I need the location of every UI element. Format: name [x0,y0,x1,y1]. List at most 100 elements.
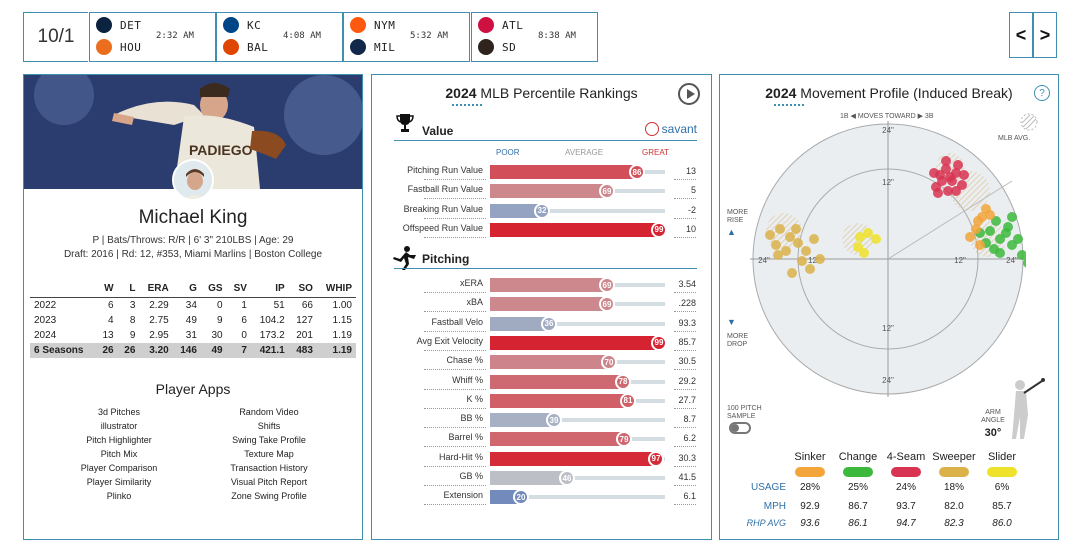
game-time: 5:32 AM [410,31,448,41]
pitch-type-legend[interactable]: Change [834,451,882,477]
arm-angle-figure-icon [1006,375,1046,446]
next-button[interactable]: > [1033,12,1057,58]
percentile-row[interactable]: xBA 69 .228 [372,296,711,313]
ring-label: 24" [882,126,894,135]
percentile-row[interactable]: Pitching Run Value 86 13 [372,164,711,180]
percentile-row[interactable]: xERA 69 3.54 [372,277,711,293]
metric-label: Pitching Run Value [407,165,483,175]
metric-label: Fastball Run Value [407,184,483,195]
game-card[interactable]: KC BAL 4:08 AM [216,12,343,62]
movement-title-underline [774,104,804,106]
percentile-row[interactable]: Breaking Run Value 32 -2 [372,202,711,219]
sample-toggle[interactable] [729,422,751,434]
play-icon[interactable] [678,83,700,105]
percentile-badge: 32 [534,202,550,219]
app-link[interactable]: Zone Swing Profile [231,491,307,501]
percentile-row[interactable]: Extension 20 6.1 [372,489,711,506]
metric-label: BB % [460,413,483,424]
percentile-row[interactable]: Offspeed Run Value 99 10 [372,221,711,238]
metric-value: 6.1 [683,491,696,502]
pitch-dot [815,254,825,264]
pitch-type-legend[interactable]: Slider [978,451,1026,477]
mets-logo-icon [350,17,366,33]
app-link[interactable]: Transaction History [230,463,308,473]
metric-label: Fastball Velo [431,316,483,327]
savant-logo[interactable]: savant [644,122,697,136]
metric-value: 41.5 [678,472,696,482]
home-team: MIL [350,39,395,55]
percentile-bar [490,471,571,485]
percentile-row[interactable]: Chase % 70 30.5 [372,354,711,371]
percentile-row[interactable]: Fastball Run Value 69 5 [372,183,711,200]
value-underline [674,292,696,293]
average-label: AVERAGE [565,148,604,157]
brewers-logo-icon [350,39,366,55]
game-card[interactable]: ATL SD 8:38 AM [471,12,598,62]
pitching-heading: Pitching [422,252,470,266]
stats-cell: 2024 [34,330,57,341]
percentile-row[interactable]: Barrel % 79 6.2 [372,431,711,448]
app-link[interactable]: Shifts [257,421,281,431]
stats-cell: 7 [226,343,251,358]
pitch-type-legend[interactable]: 4-Seam [882,451,930,477]
app-link[interactable]: Random Video [239,407,299,417]
game-card[interactable]: DET HOU 2:32 AM [89,12,216,62]
help-icon[interactable]: ? [1034,85,1050,101]
label-underline [424,388,486,390]
app-link[interactable]: Swing Take Profile [232,435,306,445]
pitch-type-legend[interactable]: Sinker [786,451,834,477]
app-link[interactable]: Pitch Highlighter [86,435,152,445]
percentile-track [490,208,665,213]
stats-header: ERA [139,280,173,298]
percentile-row[interactable]: GB % 46 41.5 [372,470,711,486]
label-underline [424,504,486,506]
value-divider [394,140,697,141]
game-time: 8:38 AM [538,31,576,41]
stats-cell: 6 [108,300,114,311]
ring-label: 24" [882,376,894,385]
app-link[interactable]: Pitch Mix [100,449,138,459]
stats-header: WHIP [316,280,356,298]
app-link[interactable]: Visual Pitch Report [230,477,308,487]
pitch-dot [971,224,981,234]
app-link[interactable]: Texture Map [244,449,294,459]
stats-cell: 66 [301,300,313,311]
pitch-rhp-value: 86.0 [992,518,1012,529]
date-display[interactable]: 10/1 [23,12,88,62]
stats-cell: 9 [217,315,223,326]
stats-header: SO [288,280,317,298]
app-link[interactable]: illustrator [100,421,138,431]
percentile-row[interactable]: Whiff % 78 29.2 [372,373,711,390]
app-link[interactable]: Plinko [106,491,132,501]
pitch-dot [941,156,951,166]
app-link[interactable]: 3d Pitches [97,407,141,417]
away-team: ATL [478,17,523,33]
pitch-color-swatch [795,467,825,477]
pitch-dot [1023,258,1026,268]
value-underline [674,407,696,409]
prev-button[interactable]: < [1009,12,1033,58]
pitch-dot [801,246,811,256]
percentile-row[interactable]: BB % 39 8.7 [372,412,711,429]
away-abbr: DET [120,18,142,32]
percentile-bar [490,316,553,331]
pitch-dot [859,248,869,258]
stats-cell: 51 [273,300,285,311]
percentile-row[interactable]: Fastball Velo 36 93.3 [372,315,711,332]
pitch-dot [995,248,1005,258]
metric-value: 30.3 [678,452,696,463]
pitch-dot [787,268,797,278]
percentile-badge: 39 [546,412,562,429]
home-team: SD [478,39,516,55]
pitch-type-legend[interactable]: Sweeper [930,451,978,477]
percentile-bar [490,413,558,428]
app-link[interactable]: Player Similarity [86,477,152,487]
app-link[interactable]: Player Comparison [80,463,158,473]
label-underline [424,407,486,409]
pitch-mph-value: 82.0 [944,501,964,512]
percentile-row[interactable]: Hard-Hit % 97 30.3 [372,450,711,467]
percentile-row[interactable]: K % 81 27.7 [372,392,711,409]
percentile-row[interactable]: Avg Exit Velocity 99 85.7 [372,334,711,351]
away-team: NYM [350,17,395,33]
game-card[interactable]: NYM MIL 5:32 AM [343,12,470,62]
